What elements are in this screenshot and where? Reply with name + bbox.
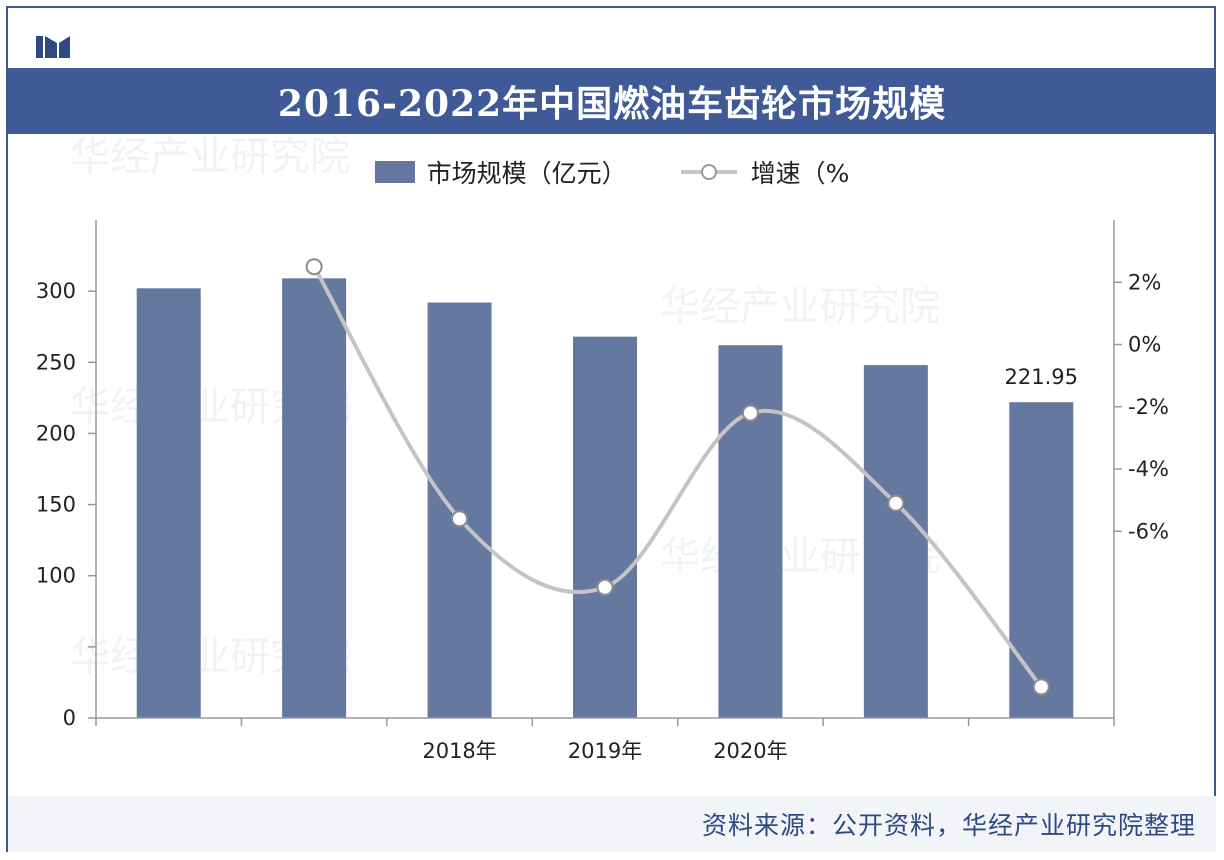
chart-legend: 市场规模（亿元） 增速（% [0, 152, 1224, 192]
source-bar [8, 796, 1216, 852]
y-left-tick-label: 150 [36, 493, 76, 517]
legend-label-market-size: 市场规模（亿元） [426, 159, 627, 188]
legend-item-growth: 增速（% [679, 154, 850, 190]
y-right-tick-label: -2% [1128, 395, 1169, 419]
legend-bar-swatch [374, 161, 415, 183]
bar [427, 302, 492, 718]
legend-item-market-size: 市场规模（亿元） [374, 154, 627, 190]
chart-title: 2016-2022年中国燃油车齿轮市场规模 [277, 83, 947, 125]
bar-data-label: 221.95 [1005, 365, 1078, 389]
bar [282, 278, 347, 718]
watermark-text: 华经产业研究院 [660, 284, 940, 330]
source-note: 资料来源：公开资料，华经产业研究院整理 [701, 811, 1196, 840]
bar [136, 288, 201, 718]
y-left-tick-label: 300 [36, 279, 76, 303]
y-right-tick-label: 2% [1128, 270, 1161, 294]
y-left-tick-label: 200 [36, 421, 76, 445]
legend-label-growth: 增速（% [750, 159, 850, 188]
x-tick-label: 2020年 [713, 739, 787, 763]
publisher-logo-icon [36, 36, 70, 58]
bar [863, 365, 928, 718]
bar [1009, 402, 1074, 718]
y-right-tick-label: -6% [1128, 519, 1169, 543]
y-right-tick-label: 0% [1128, 333, 1161, 357]
growth-point [1032, 678, 1050, 696]
x-tick-label: 2018年 [422, 739, 496, 763]
bar [718, 345, 783, 718]
growth-line-series [305, 258, 1050, 696]
axes [88, 220, 1122, 726]
growth-point [305, 258, 323, 276]
legend-line-swatch [680, 164, 737, 180]
growth-line [312, 265, 1043, 689]
bar [573, 336, 637, 718]
y-left-tick-label: 250 [36, 350, 76, 374]
watermark-text: 华经产业研究院 [70, 134, 350, 180]
axis-labels: 0 100 150 200 250 300 2% 0% -2% -4% -6% 2018年 2019年 2… [36, 270, 1169, 763]
growth-point [887, 494, 905, 512]
growth-point [741, 404, 759, 422]
growth-point [596, 578, 614, 596]
y-left-tick-label: 100 [36, 564, 76, 588]
chart-title-band: 2016-2022年中国燃油车齿轮市场规模 [8, 68, 1216, 134]
y-left-tick-label: 0 [63, 706, 76, 730]
growth-point [451, 510, 469, 528]
y-right-tick-label: -4% [1128, 457, 1169, 481]
x-tick-label: 2019年 [568, 739, 642, 763]
bar-series: 221.95 [136, 278, 1078, 718]
